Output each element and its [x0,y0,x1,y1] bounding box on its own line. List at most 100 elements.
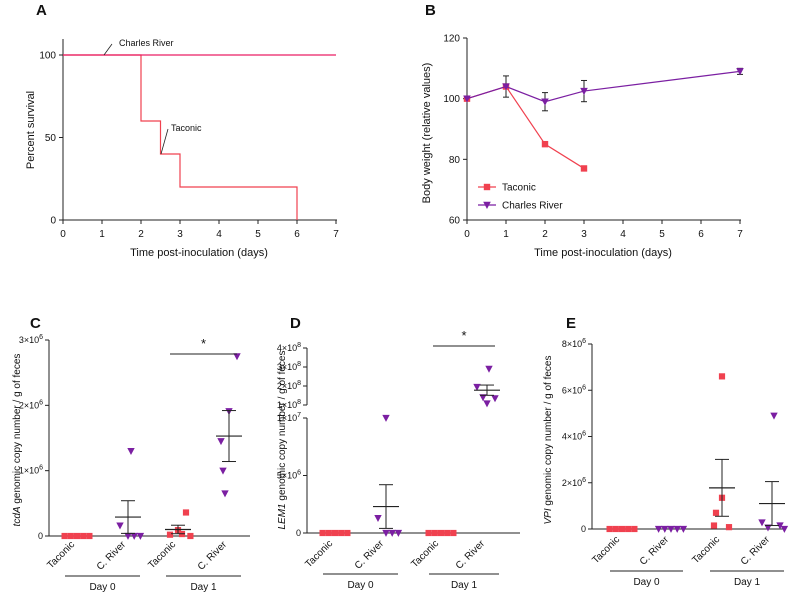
y-tick-label: 0 [296,528,301,538]
panel-d-y-axis-label: LEM1 genomic copy number / g of feces [277,351,288,530]
panel-b-plot-area: 0 1 2 3 4 5 6 7 60 80 100 120 Taconic Charles River [443,34,744,240]
y-tick-label: 100 [39,51,56,62]
panel-b-body-weight-chart: B Time post-inoculation (days) Body weig… [421,2,744,259]
panel-e-y-axis-gene: VPI [543,508,554,524]
group-0-point [319,529,326,537]
panel-c-y-axis-text: genomic copy number / g of feces [12,354,23,507]
x-tick-label: 7 [333,229,339,240]
group-2-point [710,522,718,529]
group-2-category-label: Taconic [146,539,178,571]
group-3-point [764,524,772,532]
group-0-point [618,525,626,533]
charles-river-annotation-leader [103,43,113,56]
group-1-point [661,525,669,533]
group-3-point [770,412,778,420]
group-0-point [86,532,93,540]
y-tick-label: 5×106 [277,470,301,481]
day-1-label: Day 1 [190,582,217,593]
group-2-category-label: Taconic [690,534,722,566]
x-tick-label: 4 [620,229,626,240]
x-tick-label: 7 [737,229,743,240]
x-tick-label: 6 [698,229,704,240]
y-tick-label: 0 [581,524,586,534]
group-0-point [338,529,345,537]
group-1-point [116,522,124,530]
panel-e-y-axis-label: VPI genomic copy number / g of feces [543,356,554,525]
taconic-weight-line [466,85,585,169]
group-3-point [758,519,766,527]
panel-a-survival-chart: A Time post-inoculation (days) Percent s… [25,2,339,259]
panel-e-y-axis-text: genomic copy number / g of feces [543,356,554,509]
y-tick-label: 2×108 [277,380,301,391]
group-1-point [382,414,390,422]
day-0-label: Day 0 [347,580,374,591]
panel-c-plot-area: 0 1×106 2×106 3×106 Taconic C. River Taconic C.… [19,334,250,593]
group-2-point [182,509,190,516]
panel-a-x-axis-label: Time post-inoculation (days) [130,247,268,259]
group-0-category-label: Taconic [45,539,77,571]
x-tick-label: 2 [542,229,548,240]
day-1-label: Day 1 [734,577,761,588]
x-tick-label: 3 [177,229,183,240]
y-tick-label: 2×106 [19,399,43,410]
y-tick-label: 60 [449,216,461,227]
group-1-point [130,532,138,540]
panel-d-plot-area: 0 5×106 1×107 1×108 2×108 3×108 4×108 Taconic C.… [277,328,520,591]
group-1-point [382,529,390,537]
group-1-point [124,532,132,540]
y-tick-label: 4×106 [562,431,586,442]
y-tick-label: 3×106 [19,334,43,345]
panel-d-y-axis-text: genomic copy number / g of feces [277,351,288,504]
group-3-point [219,467,227,475]
group-3-point [780,525,789,533]
taconic-survival-line [63,54,298,220]
y-tick-label: 8×106 [562,338,586,349]
charles-river-point [736,68,744,76]
y-tick-label: 100 [443,94,460,105]
group-1-point [374,514,382,522]
group-0-category-label: Taconic [590,534,622,566]
panel-e-vpi-chart: E VPI genomic copy number / g of feces 0… [543,315,789,588]
group-0-point [344,529,351,537]
y-tick-label: 1×108 [277,399,301,410]
panel-e-plot-area: 0 2×106 4×106 6×106 8×106 Taconic C. River Taco… [562,338,789,588]
panel-e-label: E [566,315,576,332]
panel-a-y-axis-label: Percent survival [25,91,37,169]
panel-d-y-axis-gene: LEM1 [277,503,288,529]
group-1-point [654,525,663,533]
legend-charles-river-label: Charles River [502,201,563,212]
group-3-point [217,438,225,446]
group-2-point [712,509,720,516]
group-3-point [473,383,481,391]
significance-star: * [201,336,206,351]
group-2-point [425,529,432,537]
charles-river-point [463,95,471,103]
panel-c-y-axis-gene: tcdA [12,506,23,526]
y-tick-label: 6×106 [562,384,586,395]
panel-a-label: A [36,2,47,19]
group-3-point [221,490,229,498]
y-tick-label: 3×108 [277,361,301,372]
group-1-category-label: C. River [638,534,672,568]
group-1-point [394,529,403,537]
legend-taconic-marker [483,183,491,191]
x-tick-label: 0 [464,229,470,240]
group-0-point [61,532,68,540]
group-3-point [479,394,487,402]
y-tick-label: 4×108 [277,342,301,353]
group-0-point [73,532,81,540]
y-tick-label: 50 [45,133,57,144]
y-tick-label: 2×106 [562,477,586,488]
panel-a-plot-area: 0 1 2 3 4 5 6 7 0 50 100 Charles River Taconic [39,38,339,240]
group-2-point [718,373,726,380]
day-0-label: Day 0 [89,582,116,593]
x-tick-label: 0 [60,229,66,240]
y-tick-label: 120 [443,34,460,45]
group-3-point [485,365,493,373]
group-2-category-label: Taconic [409,538,441,570]
x-tick-label: 2 [138,229,144,240]
x-tick-label: 4 [216,229,222,240]
panel-b-y-axis-label: Body weight (relative values) [421,63,433,204]
charles-river-annotation: Charles River [119,38,174,48]
panel-c-y-axis-label: tcdA genomic copy number / g of feces [12,354,23,527]
